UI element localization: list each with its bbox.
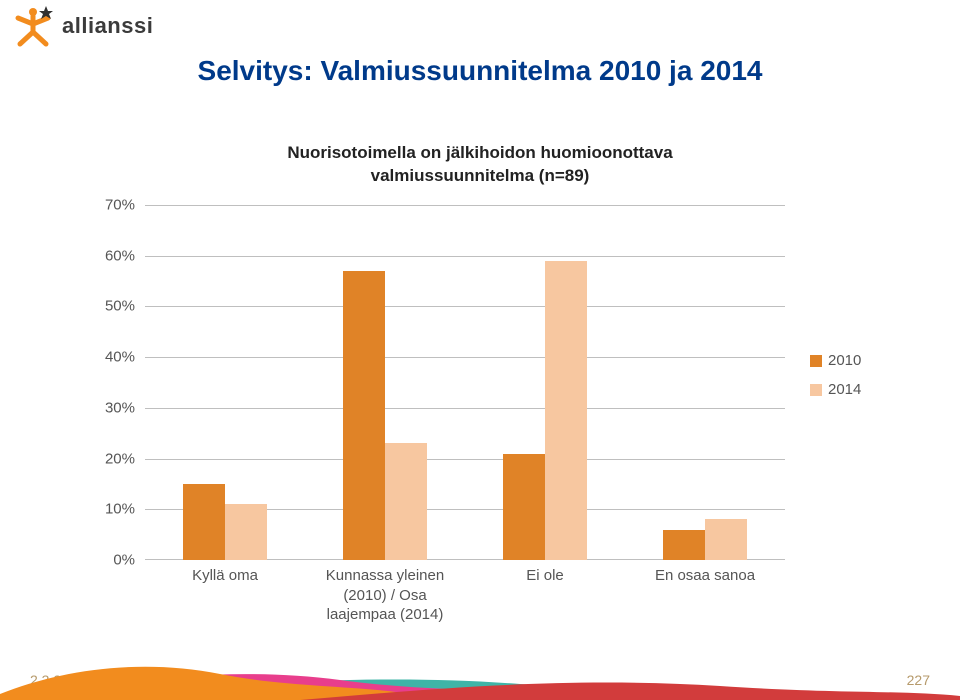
bar-2014-0 — [225, 504, 267, 560]
y-axis-label: 0% — [75, 552, 135, 569]
bar-chart: 0%10%20%30%40%50%60%70%Kyllä omaKunnassa… — [145, 205, 785, 560]
bar-2010-3 — [663, 530, 705, 560]
legend-item: 2010 — [810, 352, 861, 369]
bar-2014-2 — [545, 261, 587, 560]
x-axis-label: Kyllä oma — [145, 566, 305, 586]
y-axis-label: 40% — [75, 349, 135, 366]
legend-label: 2010 — [828, 352, 861, 369]
bar-2014-3 — [705, 519, 747, 560]
decorative-wave — [0, 640, 960, 700]
gridline — [145, 306, 785, 307]
gridline — [145, 205, 785, 206]
logo: allianssi — [10, 4, 153, 48]
page-title: Selvitys: Valmiussuunnitelma 2010 ja 201… — [0, 55, 960, 87]
bar-2014-1 — [385, 443, 427, 560]
legend-item: 2014 — [810, 381, 861, 398]
x-axis-label: Ei ole — [465, 566, 625, 586]
y-axis-label: 50% — [75, 298, 135, 315]
y-axis-label: 60% — [75, 247, 135, 264]
chart-title: Nuorisotoimella on jälkihoidon huomioono… — [0, 142, 960, 188]
logo-icon — [10, 4, 56, 48]
gridline — [145, 357, 785, 358]
bar-2010-1 — [343, 271, 385, 560]
legend-swatch — [810, 355, 822, 367]
chart-title-line1: Nuorisotoimella on jälkihoidon huomioono… — [287, 143, 672, 162]
legend-swatch — [810, 384, 822, 396]
logo-text: allianssi — [62, 13, 153, 39]
gridline — [145, 408, 785, 409]
gridline — [145, 256, 785, 257]
y-axis-label: 10% — [75, 501, 135, 518]
gridline — [145, 459, 785, 460]
legend: 2010 2014 — [810, 352, 861, 410]
x-axis-label: En osaa sanoa — [625, 566, 785, 586]
y-axis-label: 20% — [75, 450, 135, 467]
bar-2010-2 — [503, 454, 545, 561]
y-axis-label: 30% — [75, 399, 135, 416]
chart-title-line2: valmiussuunnitelma (n=89) — [371, 166, 590, 185]
legend-label: 2014 — [828, 381, 861, 398]
y-axis-label: 70% — [75, 197, 135, 214]
x-axis-label: Kunnassa yleinen(2010) / Osalaajempaa (2… — [305, 566, 465, 625]
bar-2010-0 — [183, 484, 225, 560]
